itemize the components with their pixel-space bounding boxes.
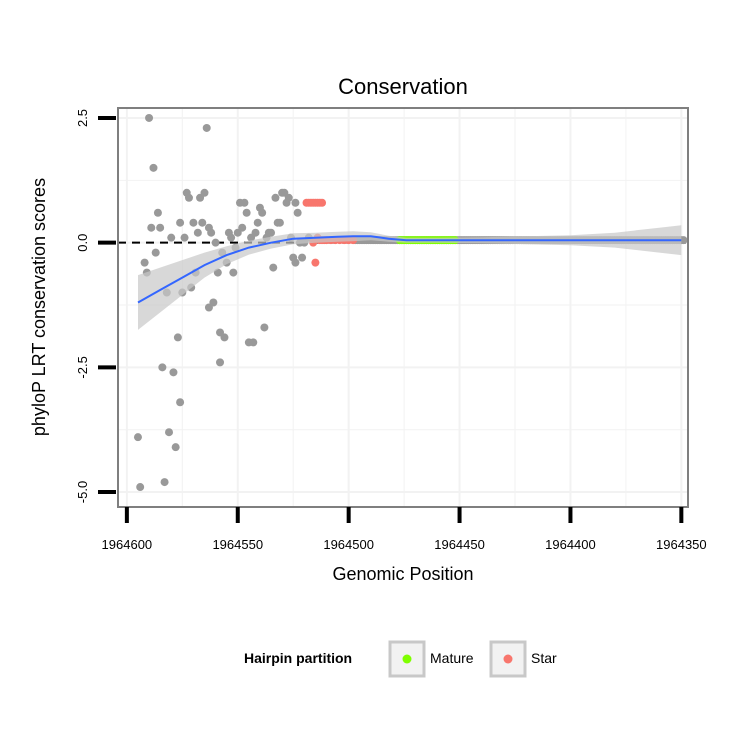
data-point <box>293 208 302 217</box>
data-point <box>147 223 156 232</box>
legend: Hairpin partition Mature Star <box>244 640 557 678</box>
data-point <box>238 223 247 232</box>
data-point <box>176 398 185 407</box>
y-tick-label: 2.5 <box>75 109 90 127</box>
data-point <box>160 478 169 487</box>
data-point <box>167 233 176 242</box>
data-point <box>298 253 307 262</box>
data-point <box>184 193 193 202</box>
plot-panel <box>117 107 689 508</box>
panel-background <box>118 108 688 507</box>
data-point <box>165 428 174 437</box>
data-point <box>275 218 284 227</box>
data-point <box>145 113 154 122</box>
data-point <box>229 268 238 277</box>
legend-marker <box>503 654 513 664</box>
data-point <box>211 238 220 247</box>
data-point <box>251 228 260 237</box>
data-point <box>253 218 262 227</box>
data-point <box>173 333 182 342</box>
data-point <box>260 323 269 332</box>
smooth-confidence-band <box>138 225 682 330</box>
panel-border <box>117 107 689 508</box>
x-tick-label: 1964550 <box>212 537 263 552</box>
data-point <box>176 218 185 227</box>
star-point <box>311 258 320 267</box>
data-point <box>240 198 249 207</box>
data-point <box>202 123 211 132</box>
data-point <box>227 233 236 242</box>
data-point <box>249 338 258 347</box>
legend-label: Mature <box>430 650 474 666</box>
data-point <box>216 358 225 367</box>
data-point <box>193 228 202 237</box>
data-point <box>169 368 178 377</box>
y-axis: 2.5 0.0 -2.5 -5.0 <box>75 109 116 503</box>
legend-marker <box>402 654 412 664</box>
data-point <box>258 208 267 217</box>
data-point <box>209 298 218 307</box>
x-axis-label: Genomic Position <box>332 564 473 584</box>
data-point <box>271 193 280 202</box>
data-point <box>679 236 688 245</box>
data-point <box>171 443 180 452</box>
data-point <box>156 223 165 232</box>
x-tick-label: 1964600 <box>102 537 153 552</box>
legend-label: Star <box>531 650 557 666</box>
data-point <box>242 208 251 217</box>
x-axis: 1964600 1964550 1964500 1964450 1964400 19643… <box>102 507 707 552</box>
x-tick-label: 1964500 <box>323 537 374 552</box>
data-point <box>136 483 145 492</box>
data-point <box>284 193 293 202</box>
x-tick-label: 1964400 <box>545 537 596 552</box>
data-point <box>200 188 209 197</box>
y-tick-label: 0.0 <box>75 234 90 252</box>
data-point <box>291 258 300 267</box>
data-point <box>140 258 149 267</box>
y-axis-label: phyloP LRT conservation scores <box>29 178 49 436</box>
data-point <box>269 263 278 272</box>
legend-title: Hairpin partition <box>244 650 352 666</box>
data-point <box>149 163 158 172</box>
star-point <box>318 198 327 207</box>
data-point <box>180 233 189 242</box>
data-point <box>158 363 167 372</box>
y-tick-label: -2.5 <box>75 356 90 378</box>
data-point <box>198 218 207 227</box>
data-point <box>291 198 300 207</box>
y-tick-label: -5.0 <box>75 481 90 503</box>
smooth-line <box>137 235 682 304</box>
data-point <box>153 208 162 217</box>
data-point <box>151 248 160 257</box>
data-point <box>189 218 198 227</box>
chart-title: Conservation <box>338 74 468 99</box>
x-tick-label: 1964450 <box>434 537 485 552</box>
data-point <box>220 333 229 342</box>
x-tick-label: 1964350 <box>656 537 707 552</box>
data-point <box>267 228 276 237</box>
data-point <box>133 433 142 442</box>
data-point <box>207 228 216 237</box>
